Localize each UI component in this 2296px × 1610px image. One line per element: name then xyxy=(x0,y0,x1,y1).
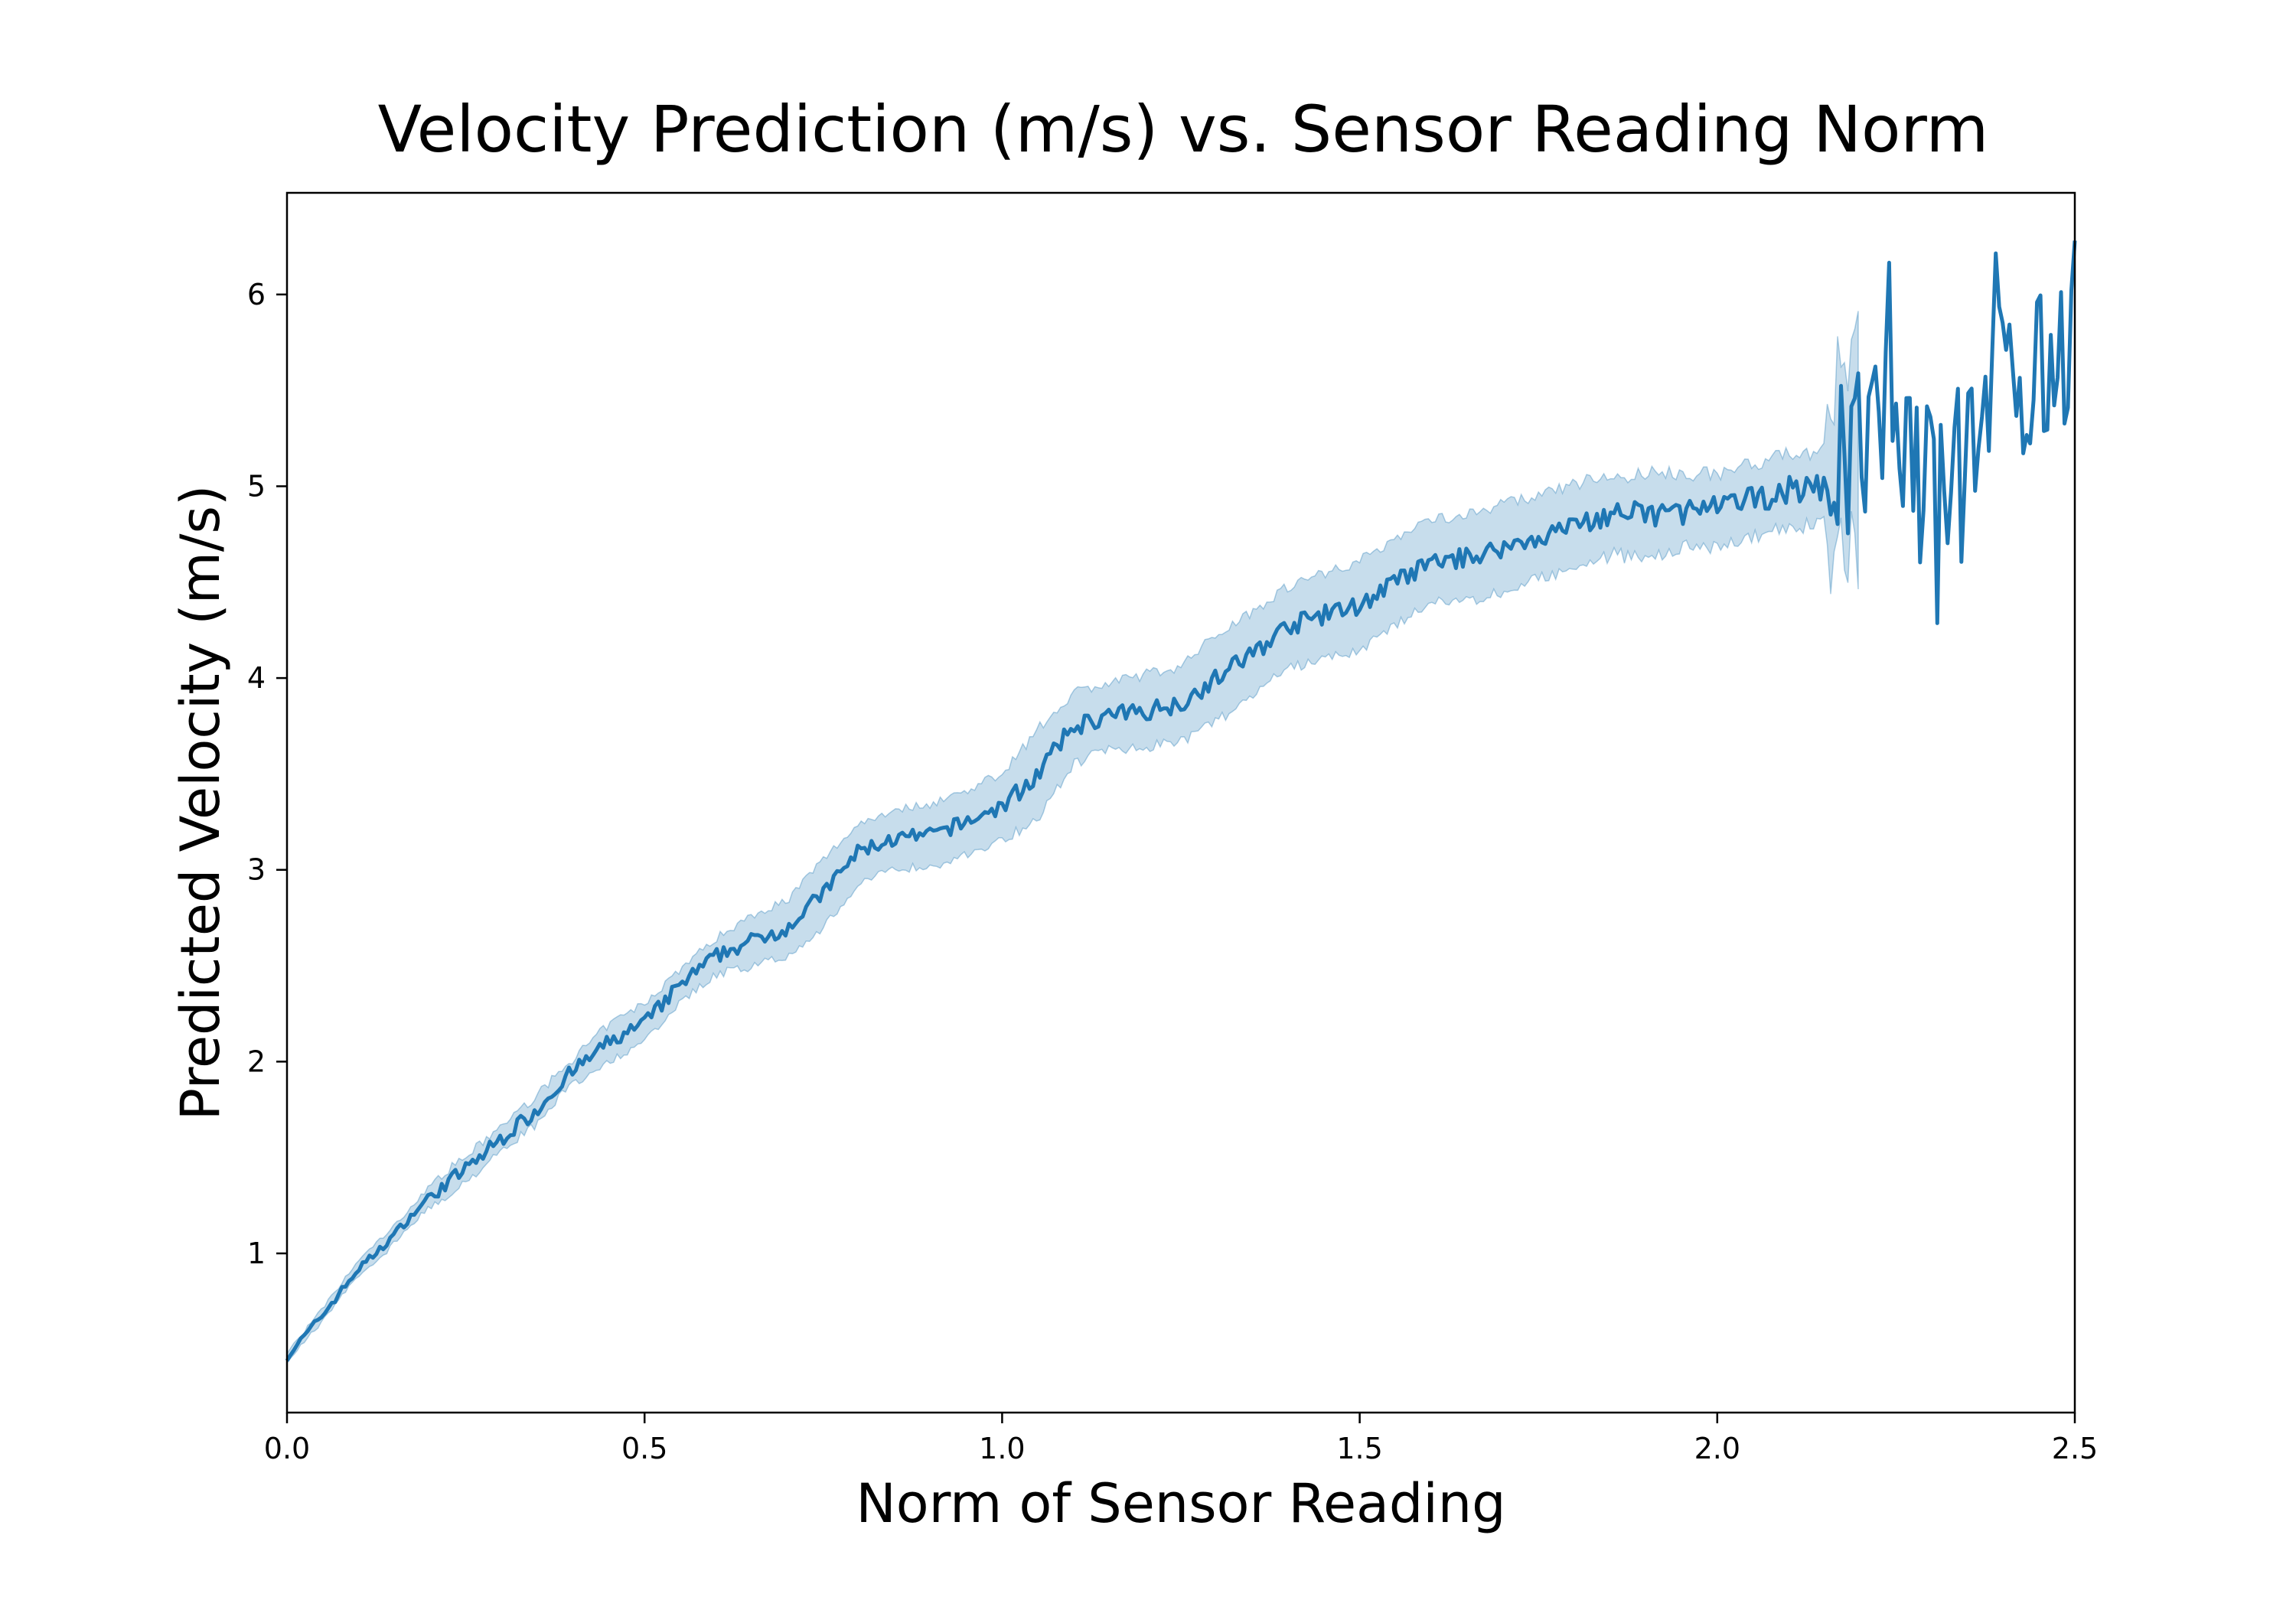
x-tick-label: 1.5 xyxy=(1336,1432,1382,1465)
y-tick-label: 2 xyxy=(247,1045,266,1078)
confidence-band-0 xyxy=(286,311,1859,1365)
y-axis-label: Predicted Velocity (m/s) xyxy=(169,485,232,1121)
x-axis-label: Norm of Sensor Reading xyxy=(856,1472,1505,1535)
plot-area xyxy=(285,240,2077,1365)
y-tick-label: 4 xyxy=(247,661,266,695)
x-tick-label: 2.5 xyxy=(2052,1432,2098,1465)
axes-frame xyxy=(285,191,2076,1414)
x-tick-label: 0.0 xyxy=(264,1432,310,1465)
y-tick-label: 3 xyxy=(247,853,266,887)
x-tick-label: 2.0 xyxy=(1694,1432,1740,1465)
y-axis: 1 2 3 4 5 6 xyxy=(247,278,287,1270)
x-tick-label: 0.5 xyxy=(621,1432,667,1465)
x-tick-label: 1.0 xyxy=(979,1432,1025,1465)
y-tick-label: 5 xyxy=(247,469,266,503)
x-axis: 0.0 0.5 1.0 1.5 2.0 2.5 xyxy=(264,1413,2098,1465)
y-tick-label: 6 xyxy=(247,278,266,311)
series-line-0 xyxy=(285,240,2077,1362)
y-tick-label: 1 xyxy=(247,1237,266,1270)
chart-title: Velocity Prediction (m/s) vs. Sensor Rea… xyxy=(378,92,1989,167)
